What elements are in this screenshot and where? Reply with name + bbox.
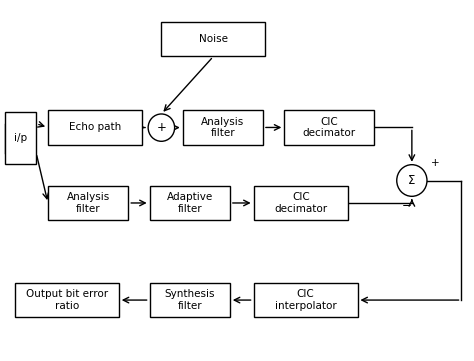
Text: Synthesis
filter: Synthesis filter <box>164 289 215 311</box>
FancyBboxPatch shape <box>150 283 230 317</box>
Ellipse shape <box>397 165 427 196</box>
Ellipse shape <box>148 114 174 141</box>
Text: CIC
interpolator: CIC interpolator <box>274 289 337 311</box>
Text: −: − <box>402 199 412 212</box>
FancyBboxPatch shape <box>48 186 128 220</box>
FancyBboxPatch shape <box>284 110 374 144</box>
Text: Σ: Σ <box>408 174 416 187</box>
Text: +: + <box>156 121 166 134</box>
Text: Noise: Noise <box>199 34 228 44</box>
FancyBboxPatch shape <box>161 22 265 56</box>
Text: Analysis
filter: Analysis filter <box>201 117 245 138</box>
FancyBboxPatch shape <box>15 283 119 317</box>
Text: Output bit error
ratio: Output bit error ratio <box>26 289 108 311</box>
FancyBboxPatch shape <box>254 186 348 220</box>
FancyBboxPatch shape <box>182 110 263 144</box>
FancyBboxPatch shape <box>150 186 230 220</box>
Text: CIC
decimator: CIC decimator <box>302 117 356 138</box>
FancyBboxPatch shape <box>254 283 357 317</box>
Text: Echo path: Echo path <box>69 122 121 132</box>
FancyBboxPatch shape <box>48 110 143 144</box>
Text: Adaptive
filter: Adaptive filter <box>167 192 213 214</box>
Text: +: + <box>431 158 440 168</box>
Text: i/p: i/p <box>14 133 27 143</box>
Text: Analysis
filter: Analysis filter <box>66 192 110 214</box>
Text: CIC
decimator: CIC decimator <box>274 192 328 214</box>
FancyBboxPatch shape <box>5 112 36 164</box>
